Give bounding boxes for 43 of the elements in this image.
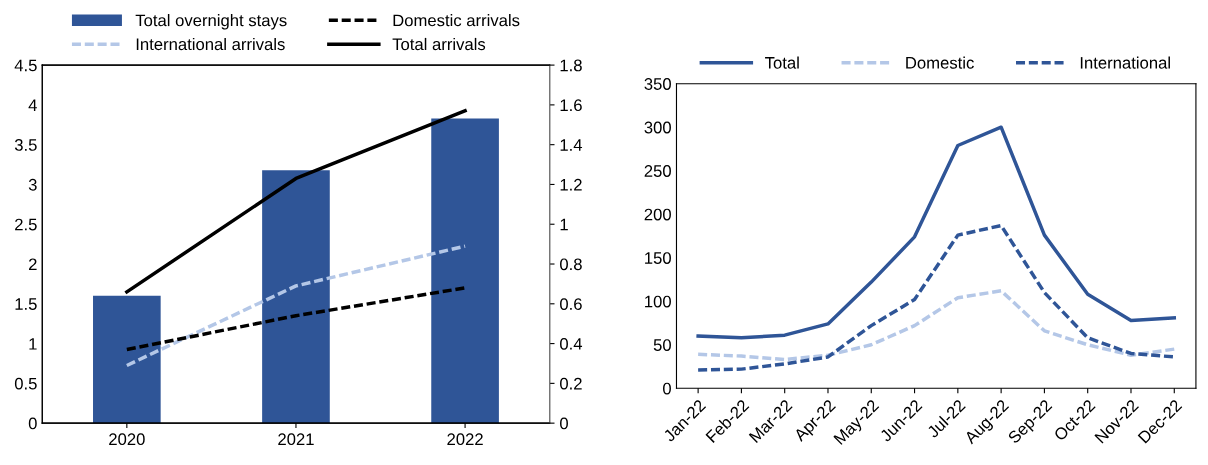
y2-tick-label: 0.2 [560,377,582,390]
y-tick-label: 100 [645,295,671,308]
y2-tick-label: 1.2 [560,178,582,191]
y2-tick-label: 1.8 [560,59,582,72]
y2-tick-label: 0.8 [560,258,582,271]
y-tick-label: 0 [28,417,37,430]
y-tick-label: 50 [653,339,671,351]
line-series [696,125,1177,340]
y-tick-label: 3 [28,178,37,191]
y-tick-label: 250 [644,165,671,177]
legend-label: Domestic arrivals [393,14,520,27]
x-tick-label: 2022 [447,433,483,446]
legend-label: Total [765,56,799,69]
y-tick-label: 200 [644,208,671,221]
bar [262,170,330,424]
y2-tick-label: 0.6 [560,298,582,310]
bar [93,295,161,424]
x-tick-label: 2020 [109,433,145,446]
y2-tick-label: 1.6 [560,99,582,112]
y2-tick-label: 0 [560,417,568,430]
y-tick-label: 150 [645,252,671,264]
y-tick-label: 1 [29,338,37,350]
bar [431,118,499,424]
y-tick-label: 4.5 [14,59,37,72]
x-tick-label: 2021 [278,433,314,446]
legend-label: Total overnight stays [135,14,287,30]
legend-label: Domestic [906,56,974,69]
y-tick-label: 0.5 [14,377,37,390]
y-tick-label: 350 [644,78,671,90]
y-tick-label: 2.5 [15,218,37,231]
y-tick-label: 0 [663,382,671,395]
line-series [696,289,1177,362]
y2-tick-label: 1 [560,218,568,231]
y-tick-label: 4 [28,99,37,111]
y-tick-label: 300 [644,121,671,134]
y2-tick-label: 1.4 [560,139,583,151]
legend-label: International [1080,56,1170,69]
legend-label: International arrivals [136,37,285,51]
y2-tick-label: 0.4 [560,337,583,350]
legend-label: Total arrivals [392,37,486,51]
y-tick-label: 1.5 [15,298,37,310]
y-tick-label: 3.5 [14,139,37,151]
y-tick-label: 2 [28,258,37,271]
